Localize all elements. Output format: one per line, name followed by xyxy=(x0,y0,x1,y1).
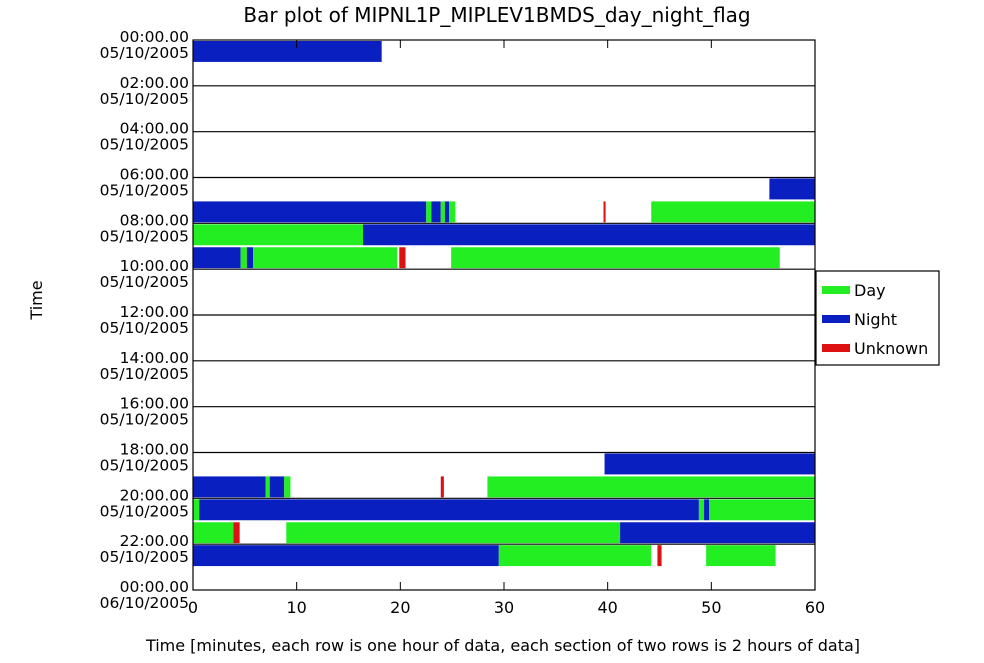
bar-segment-unknown xyxy=(657,545,662,567)
y-tick-time-label: 14:00.00 xyxy=(120,349,189,367)
y-tick-time-label: 00:00.00 xyxy=(120,578,189,596)
y-axis-label: Time xyxy=(27,280,46,320)
chart-title: Bar plot of MIPNL1P_MIPLEV1BMDS_day_nigh… xyxy=(243,3,750,27)
y-tick-time-label: 02:00.00 xyxy=(120,74,189,92)
x-tick-label: 20 xyxy=(390,598,410,617)
x-tick-labels: 0 10 20 30 40 50 60 xyxy=(188,598,825,617)
bar-segment-day xyxy=(286,522,621,544)
y-tick-time-label: 04:00.00 xyxy=(120,120,189,138)
y-tick-date-label: 05/10/2005 xyxy=(100,457,189,475)
legend-label-unknown: Unknown xyxy=(854,339,928,358)
legend: Day Night Unknown xyxy=(815,270,940,366)
bar-segment-day xyxy=(706,545,776,567)
x-tick-label: 0 xyxy=(188,598,198,617)
bar-segment-night xyxy=(444,201,450,223)
bar-segment-night xyxy=(620,522,815,544)
y-tick-date-label: 05/10/2005 xyxy=(100,90,189,108)
bar-segment-day xyxy=(265,476,270,498)
y-tick-time-label: 22:00.00 xyxy=(120,532,189,550)
bar-segment-night xyxy=(431,201,441,223)
y-tick-date-label: 05/10/2005 xyxy=(100,365,189,383)
bar-segment-day xyxy=(426,201,432,223)
bar-segment-day xyxy=(193,522,234,544)
y-tick-labels: 00:00.0005/10/200502:00.0005/10/200504:0… xyxy=(100,28,189,612)
y-tick-date-label: 05/10/2005 xyxy=(100,502,189,520)
x-tick-label: 40 xyxy=(597,598,617,617)
bar-segment-night xyxy=(704,499,710,521)
legend-label-day: Day xyxy=(854,281,886,300)
bar-segment-unknown xyxy=(233,522,240,544)
bar-segment-day xyxy=(193,224,364,246)
y-tick-time-label: 00:00.00 xyxy=(120,28,189,46)
y-tick-date-label: 05/10/2005 xyxy=(100,136,189,154)
bar-segment-night xyxy=(604,453,815,475)
y-tick-date-label: 05/10/2005 xyxy=(100,319,189,337)
bar-segment-day xyxy=(240,247,247,269)
y-tick-time-label: 16:00.00 xyxy=(120,395,189,413)
bar-segment-night xyxy=(193,247,241,269)
legend-label-night: Night xyxy=(854,310,897,329)
y-tick-time-label: 10:00.00 xyxy=(120,257,189,275)
y-tick-date-label: 05/10/2005 xyxy=(100,273,189,291)
y-tick-date-label: 05/10/2005 xyxy=(100,548,189,566)
x-tick-label: 30 xyxy=(494,598,514,617)
bar-segment-day xyxy=(487,476,815,498)
x-axis-label: Time [minutes, each row is one hour of d… xyxy=(145,636,860,655)
y-tick-time-label: 20:00.00 xyxy=(120,486,189,504)
y-tick-date-label: 05/10/2005 xyxy=(100,411,189,429)
bar-segment-unknown xyxy=(603,201,606,223)
y-tick-date-label: 05/10/2005 xyxy=(100,182,189,200)
y-tick-date-label: 05/10/2005 xyxy=(100,227,189,245)
legend-swatch-night xyxy=(822,315,850,323)
y-tick-time-label: 12:00.00 xyxy=(120,303,189,321)
y-tick-date-label: 06/10/2005 xyxy=(100,594,189,612)
bar-segment-unknown xyxy=(440,476,444,498)
bar-segment-night xyxy=(769,178,815,200)
bar-segment-night xyxy=(363,224,815,246)
bar-segment-day xyxy=(651,201,815,223)
bar-segment-night xyxy=(199,499,699,521)
bar-segment-unknown xyxy=(399,247,406,269)
bar-segment-day xyxy=(440,201,445,223)
bar-segment-day xyxy=(193,499,200,521)
bar-segment-day xyxy=(498,545,652,567)
bar-segment-day xyxy=(451,247,780,269)
bar-segment-night xyxy=(246,247,254,269)
y-tick-time-label: 08:00.00 xyxy=(120,211,189,229)
bar-segment-night xyxy=(193,201,427,223)
bar-segment-day xyxy=(449,201,456,223)
bar-segment-night xyxy=(193,476,266,498)
y-tick-time-label: 06:00.00 xyxy=(120,166,189,184)
x-tick-label: 60 xyxy=(805,598,825,617)
bar-segment-day xyxy=(253,247,398,269)
bar-segment-day xyxy=(698,499,705,521)
plot-area xyxy=(192,39,816,591)
bar-segment-night xyxy=(193,41,382,62)
legend-swatch-unknown xyxy=(822,344,850,352)
bar-segment-day xyxy=(284,476,291,498)
x-tick-label: 50 xyxy=(701,598,721,617)
bar-segment-day xyxy=(709,499,815,521)
bar-segment-night xyxy=(269,476,285,498)
y-tick-date-label: 05/10/2005 xyxy=(100,44,189,62)
x-tick-label: 10 xyxy=(286,598,306,617)
y-tick-time-label: 18:00.00 xyxy=(120,441,189,459)
legend-swatch-day xyxy=(822,286,850,294)
bar-segment-night xyxy=(193,545,499,567)
